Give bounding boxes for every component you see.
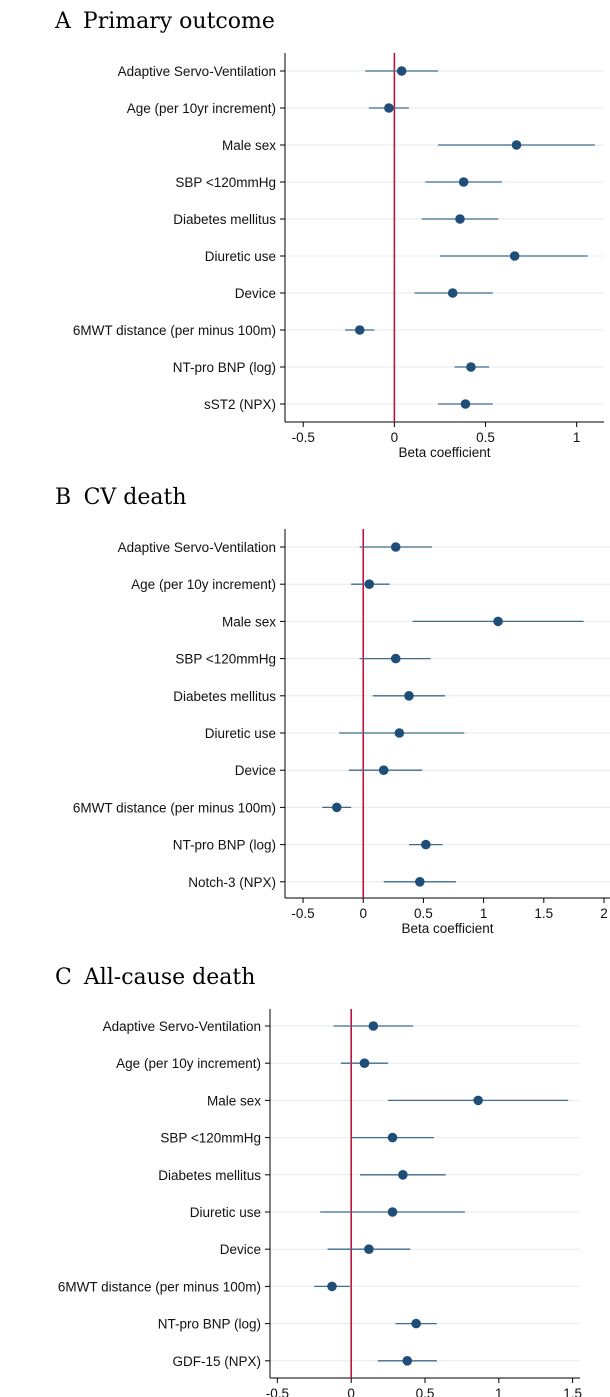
- x-axis-title: Beta coefficient: [398, 445, 490, 460]
- x-tick-label: -0.5: [291, 906, 314, 921]
- x-tick-label: 0: [347, 1386, 355, 1397]
- point-estimate: [396, 66, 407, 76]
- category-label: Adaptive Servo-Ventilation: [118, 540, 276, 555]
- category-label: NT-pro BNP (log): [158, 1317, 261, 1332]
- point-estimate: [378, 765, 389, 775]
- category-label: Diabetes mellitus: [158, 1168, 261, 1183]
- point-estimate: [384, 103, 394, 113]
- point-estimate: [331, 802, 342, 813]
- category-label: SBP <120mmHg: [175, 652, 276, 667]
- x-tick-label: 0: [359, 906, 367, 921]
- category-label: Age (per 10y increment): [131, 577, 276, 592]
- category-label: NT-pro BNP (log): [173, 838, 276, 853]
- point-estimate: [364, 1244, 374, 1254]
- x-tick-label: 2: [600, 906, 608, 921]
- panel-letter: A: [54, 9, 72, 34]
- point-estimate: [354, 325, 365, 335]
- category-label: Age (per 10y increment): [116, 1056, 261, 1071]
- category-label: Device: [235, 286, 276, 301]
- x-tick-label: 1.5: [563, 1386, 582, 1397]
- point-estimate: [455, 214, 465, 224]
- category-label: Age (per 10yr increment): [127, 101, 276, 116]
- point-estimate: [390, 542, 401, 552]
- x-tick-label: -0.5: [266, 1386, 289, 1397]
- panel-title: C All-cause death: [55, 965, 255, 990]
- category-label: Device: [235, 763, 276, 778]
- point-estimate: [447, 288, 458, 298]
- category-label: SBP <120mmHg: [175, 175, 276, 190]
- point-estimate: [327, 1281, 337, 1292]
- category-label: Diuretic use: [205, 726, 276, 741]
- point-estimate: [387, 1132, 398, 1143]
- category-label: Diuretic use: [205, 249, 276, 264]
- category-label: GDF-15 (NPX): [172, 1354, 261, 1369]
- point-estimate: [511, 140, 522, 150]
- x-tick-label: -0.5: [292, 430, 315, 445]
- x-tick-label: 0: [391, 430, 399, 445]
- panel-title-text: Primary outcome: [83, 9, 275, 34]
- category-label: Diabetes mellitus: [173, 212, 276, 227]
- point-estimate: [364, 579, 375, 589]
- point-estimate: [387, 1207, 398, 1217]
- category-label: NT-pro BNP (log): [173, 360, 276, 375]
- point-estimate: [359, 1058, 370, 1068]
- panel-title: B CV death: [55, 485, 187, 510]
- category-label: Male sex: [222, 614, 276, 629]
- category-label: Notch-3 (NPX): [188, 875, 276, 890]
- panel-title-text: CV death: [84, 485, 187, 510]
- category-label: SBP <120mmHg: [160, 1131, 261, 1146]
- point-estimate: [473, 1095, 483, 1106]
- panel-b: B CV death Adaptive Servo-Ventilation Age (…: [55, 485, 610, 936]
- category-label: 6MWT distance (per minus 100m): [58, 1279, 261, 1294]
- point-estimate: [458, 177, 469, 187]
- category-label: 6MWT distance (per minus 100m): [73, 800, 276, 815]
- x-tick-label: 0.5: [476, 430, 495, 445]
- category-label: Adaptive Servo-Ventilation: [103, 1019, 261, 1034]
- point-estimate: [368, 1021, 379, 1031]
- category-label: Adaptive Servo-Ventilation: [118, 64, 276, 79]
- point-estimate: [493, 616, 503, 627]
- x-tick-label: 0.5: [414, 906, 433, 921]
- point-estimate: [390, 653, 401, 664]
- category-label: Male sex: [222, 138, 276, 153]
- point-estimate: [404, 691, 414, 701]
- category-label: Diabetes mellitus: [173, 689, 276, 704]
- point-estimate: [411, 1318, 421, 1329]
- point-estimate: [460, 399, 471, 409]
- point-estimate: [466, 362, 476, 372]
- category-label: Device: [220, 1242, 261, 1257]
- panel-a: A Primary outcome Adaptive Servo-Ventilati…: [54, 9, 604, 460]
- point-estimate: [421, 839, 431, 850]
- point-estimate: [398, 1170, 408, 1180]
- x-tick-label: 1: [495, 1386, 503, 1397]
- panel-title: A Primary outcome: [54, 9, 275, 34]
- point-estimate: [415, 877, 425, 887]
- x-axis-title: Beta coefficient: [401, 921, 493, 936]
- point-estimate: [509, 251, 520, 261]
- category-label: sST2 (NPX): [204, 397, 276, 412]
- panel-letter: B: [55, 485, 72, 510]
- category-label: 6MWT distance (per minus 100m): [73, 323, 276, 338]
- point-estimate: [402, 1356, 413, 1366]
- point-estimate: [394, 728, 405, 738]
- category-label: Diuretic use: [190, 1205, 261, 1220]
- panel-letter: C: [55, 965, 72, 990]
- x-tick-label: 1: [480, 906, 488, 921]
- x-tick-label: 1: [573, 430, 581, 445]
- category-label: Male sex: [207, 1093, 261, 1108]
- x-tick-label: 1.5: [534, 906, 553, 921]
- panel-c: C All-cause death Adaptive Servo-Ventilati…: [55, 965, 582, 1397]
- panel-title-text: All-cause death: [83, 965, 256, 990]
- x-tick-label: 0.5: [416, 1386, 435, 1397]
